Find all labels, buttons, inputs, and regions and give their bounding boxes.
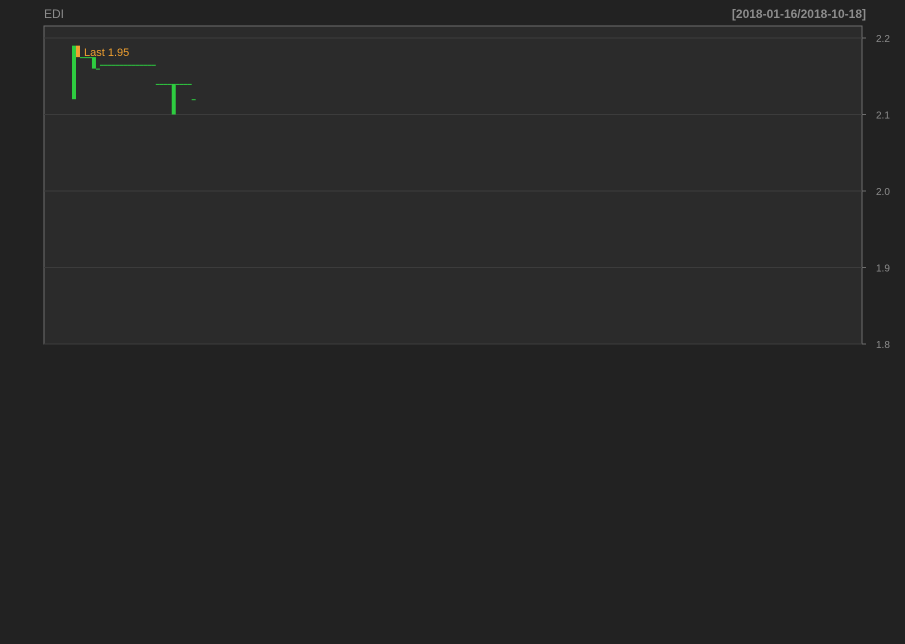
price-candle (163, 83, 168, 85)
price-candle (139, 64, 144, 66)
price-candle (119, 64, 124, 66)
price-candle (127, 64, 132, 66)
chart-date-range: [2018-01-16/2018-10-18] (732, 7, 866, 21)
price-candle (143, 64, 148, 66)
price-candle (183, 83, 188, 85)
price-candle (75, 45, 80, 58)
price-ytick-label: 2.0 (876, 187, 890, 198)
price-candle (171, 83, 176, 115)
price-candle (95, 68, 100, 70)
price-candle (91, 57, 96, 69)
last-price-label: Last 1.95 (84, 47, 129, 59)
price-candle (131, 64, 136, 66)
price-candle (191, 99, 196, 101)
price-candle (167, 83, 172, 85)
price-candle (135, 64, 140, 66)
price-ytick-label: 1.9 (876, 264, 890, 275)
price-frame (43, 25, 863, 345)
price-candle (107, 64, 112, 66)
price-ytick-label: 2.1 (876, 111, 890, 122)
price-candle (123, 64, 128, 66)
price-candle (99, 64, 104, 66)
price-candle (115, 64, 120, 66)
price-panel: 2.2 2.1 2.0 1.9 1.8 Last 1.95 (43, 25, 890, 351)
chart-title-symbol: EDI (44, 7, 64, 21)
price-candle (72, 45, 76, 100)
price-candle (159, 83, 164, 85)
price-candle (151, 64, 156, 66)
price-candle (155, 83, 160, 85)
price-candle (111, 64, 116, 66)
price-candle (79, 57, 84, 59)
price-candle (87, 57, 92, 59)
price-ytick-label: 1.8 (876, 340, 890, 351)
price-candle (179, 83, 184, 85)
price-candle (147, 64, 152, 66)
price-candle (175, 83, 180, 85)
price-candle (83, 57, 88, 59)
price-ytick-label: 2.2 (876, 34, 890, 45)
price-candle (103, 64, 108, 66)
price-candle (187, 83, 192, 85)
